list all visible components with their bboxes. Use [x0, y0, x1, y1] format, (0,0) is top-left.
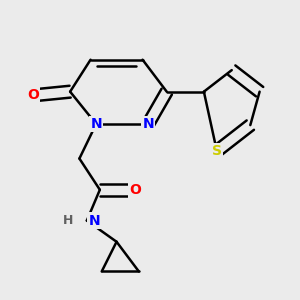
Text: N: N	[90, 117, 102, 131]
Text: H: H	[63, 214, 74, 227]
Text: N: N	[142, 117, 154, 131]
Text: O: O	[27, 88, 39, 102]
Text: O: O	[129, 183, 141, 197]
Text: N: N	[88, 214, 100, 228]
Text: S: S	[212, 144, 222, 158]
